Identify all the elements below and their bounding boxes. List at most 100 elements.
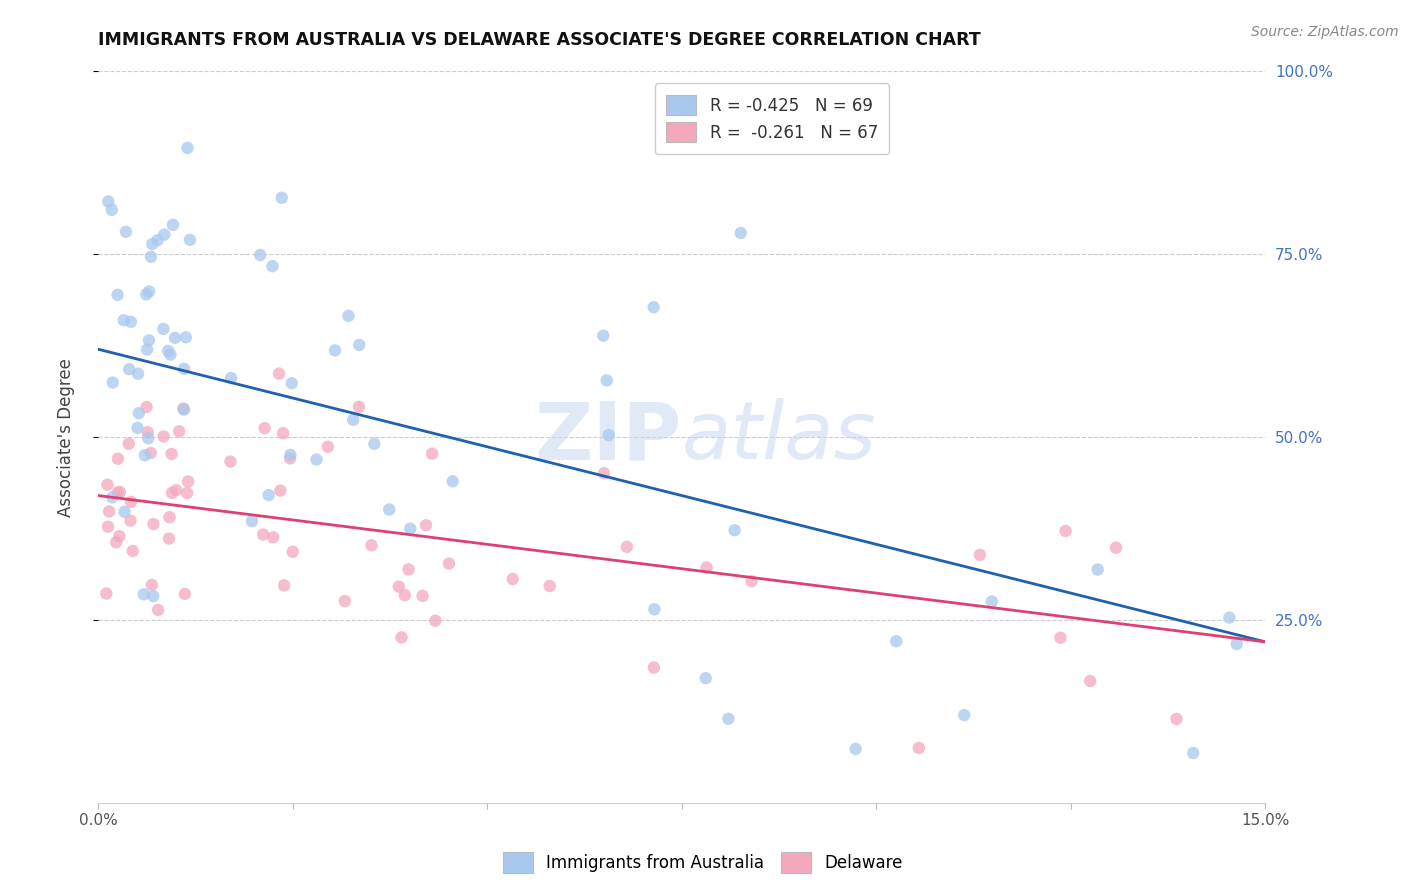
Point	[730, 226, 752, 240]
Point	[152, 322, 174, 336]
Point	[388, 580, 411, 594]
Point	[176, 486, 198, 500]
Point	[269, 483, 291, 498]
Point	[174, 330, 197, 344]
Point	[723, 523, 745, 537]
Point	[360, 538, 382, 552]
Point	[160, 447, 183, 461]
Point	[593, 466, 616, 480]
Point	[157, 532, 180, 546]
Point	[270, 191, 292, 205]
Point	[412, 589, 434, 603]
Point	[347, 338, 370, 352]
Point	[249, 248, 271, 262]
Point	[135, 400, 157, 414]
Point	[398, 562, 420, 576]
Point	[596, 373, 619, 387]
Point	[219, 371, 242, 385]
Point	[159, 347, 181, 361]
Point	[128, 406, 150, 420]
Point	[107, 451, 129, 466]
Point	[132, 587, 155, 601]
Point	[136, 343, 159, 357]
Point	[107, 288, 129, 302]
Point	[1087, 563, 1109, 577]
Point	[323, 343, 346, 358]
Point	[138, 285, 160, 299]
Point	[240, 514, 263, 528]
Point	[120, 495, 142, 509]
Point	[139, 446, 162, 460]
Point	[305, 452, 328, 467]
Point	[420, 447, 443, 461]
Point	[980, 594, 1002, 608]
Point	[1049, 631, 1071, 645]
Point	[257, 488, 280, 502]
Point	[415, 518, 437, 533]
Point	[134, 448, 156, 462]
Point	[105, 535, 128, 549]
Point	[114, 505, 136, 519]
Point	[157, 343, 180, 358]
Legend: Immigrants from Australia, Delaware: Immigrants from Australia, Delaware	[496, 846, 910, 880]
Point	[127, 367, 149, 381]
Point	[425, 614, 447, 628]
Point	[1182, 746, 1205, 760]
Point	[953, 708, 976, 723]
Point	[115, 225, 138, 239]
Point	[139, 250, 162, 264]
Point	[176, 141, 198, 155]
Point	[592, 328, 614, 343]
Text: ZIP: ZIP	[534, 398, 682, 476]
Point	[138, 334, 160, 348]
Point	[96, 586, 118, 600]
Point	[1078, 673, 1101, 688]
Point	[142, 517, 165, 532]
Point	[394, 588, 416, 602]
Point	[1226, 637, 1249, 651]
Point	[281, 545, 304, 559]
Point	[120, 514, 142, 528]
Point	[616, 540, 638, 554]
Point	[142, 589, 165, 603]
Point	[337, 309, 360, 323]
Point	[969, 548, 991, 562]
Point	[141, 578, 163, 592]
Point	[127, 421, 149, 435]
Point	[136, 431, 159, 445]
Point	[437, 557, 460, 571]
Point	[135, 287, 157, 301]
Point	[598, 428, 620, 442]
Point	[1218, 610, 1240, 624]
Point	[108, 529, 131, 543]
Point	[378, 502, 401, 516]
Point	[152, 429, 174, 443]
Point	[1105, 541, 1128, 555]
Point	[163, 331, 186, 345]
Point	[177, 475, 200, 489]
Legend: R = -0.425   N = 69, R =  -0.261   N = 67: R = -0.425 N = 69, R = -0.261 N = 67	[655, 83, 890, 154]
Point	[273, 578, 295, 592]
Point	[262, 259, 284, 273]
Point	[391, 631, 413, 645]
Point	[281, 376, 304, 391]
Point	[643, 300, 665, 314]
Point	[121, 544, 143, 558]
Point	[101, 491, 124, 505]
Point	[96, 477, 118, 491]
Point	[118, 362, 141, 376]
Point	[120, 315, 142, 329]
Point	[141, 236, 163, 251]
Point	[167, 425, 190, 439]
Point	[97, 194, 120, 209]
Point	[173, 361, 195, 376]
Point	[399, 522, 422, 536]
Text: IMMIGRANTS FROM AUSTRALIA VS DELAWARE ASSOCIATE'S DEGREE CORRELATION CHART: IMMIGRANTS FROM AUSTRALIA VS DELAWARE AS…	[98, 31, 981, 49]
Point	[136, 425, 159, 440]
Point	[908, 740, 931, 755]
Point	[108, 485, 131, 500]
Point	[342, 413, 364, 427]
Point	[252, 527, 274, 541]
Point	[162, 218, 184, 232]
Point	[845, 742, 868, 756]
